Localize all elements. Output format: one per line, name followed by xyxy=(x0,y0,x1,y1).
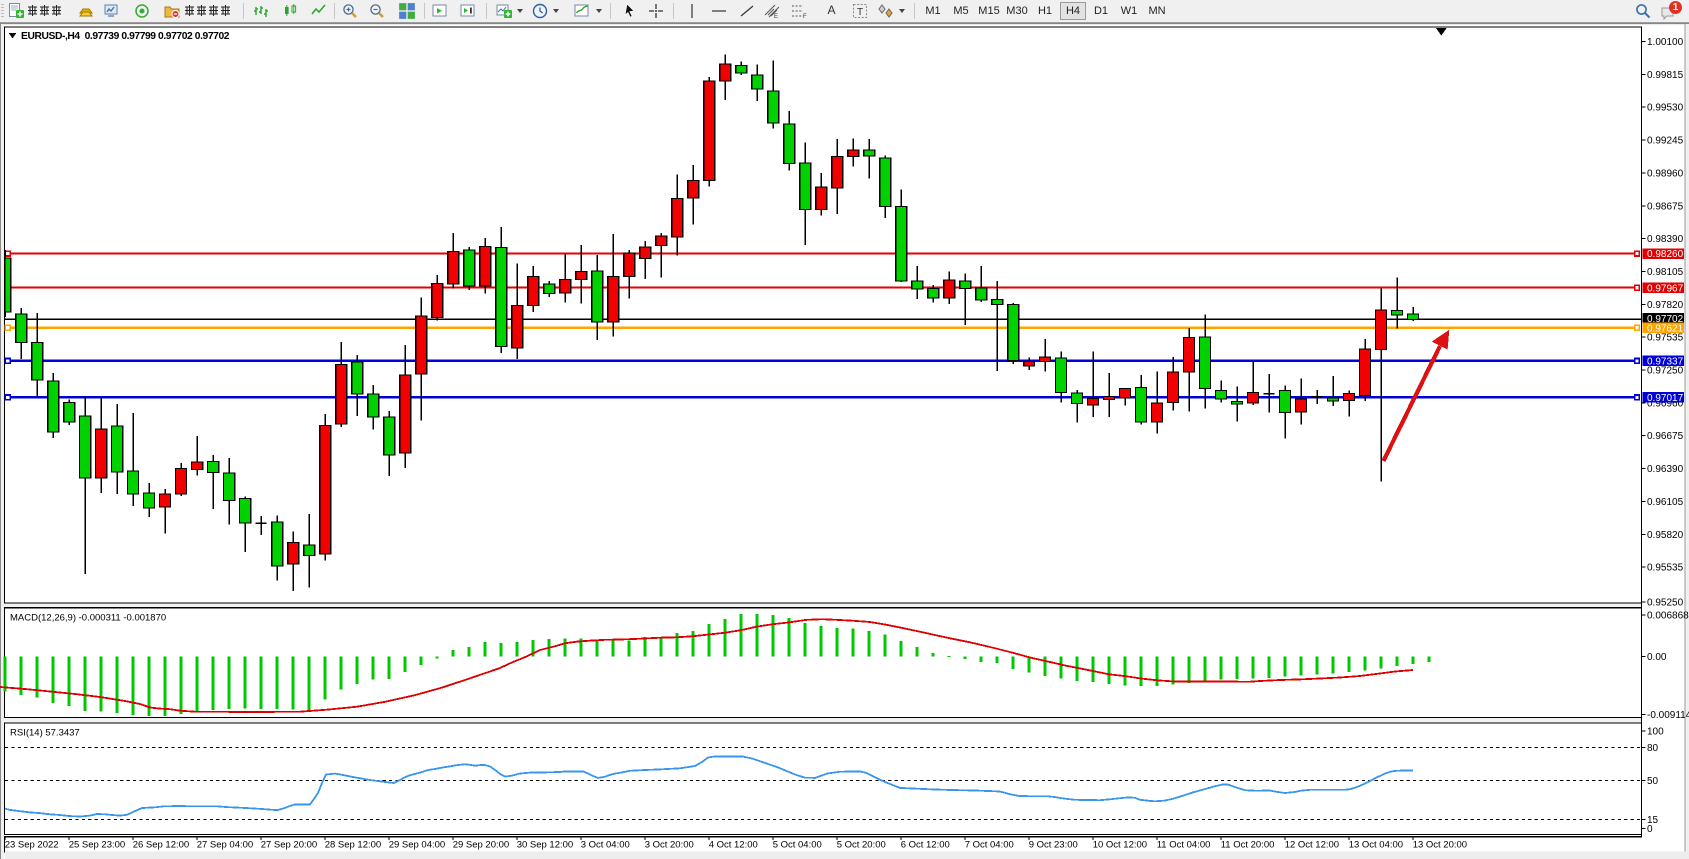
svg-text:5 Oct 20:00: 5 Oct 20:00 xyxy=(837,840,886,851)
svg-text:30 Sep 12:00: 30 Sep 12:00 xyxy=(517,840,574,851)
svg-text:11 Oct 04:00: 11 Oct 04:00 xyxy=(1157,840,1211,851)
svg-text:0.97535: 0.97535 xyxy=(1647,333,1684,344)
svg-text:0.98105: 0.98105 xyxy=(1647,267,1684,278)
svg-text:-0.009114: -0.009114 xyxy=(1647,710,1689,721)
svg-text:0.96390: 0.96390 xyxy=(1647,464,1684,475)
svg-text:3 Oct 04:00: 3 Oct 04:00 xyxy=(581,840,630,851)
svg-text:0.97017: 0.97017 xyxy=(1647,393,1684,404)
svg-text:MACD(12,26,9) -0.000311 -0.001: MACD(12,26,9) -0.000311 -0.001870 xyxy=(10,613,166,624)
svg-text:25 Sep 23:00: 25 Sep 23:00 xyxy=(69,840,126,851)
svg-text:11 Oct 20:00: 11 Oct 20:00 xyxy=(1221,840,1275,851)
svg-text:0.97621: 0.97621 xyxy=(1647,323,1684,334)
svg-text:0.95535: 0.95535 xyxy=(1647,563,1684,574)
svg-text:0.98260: 0.98260 xyxy=(1647,249,1684,260)
svg-text:26 Sep 12:00: 26 Sep 12:00 xyxy=(133,840,190,851)
svg-text:1.00100: 1.00100 xyxy=(1647,37,1684,48)
svg-text:0.95250: 0.95250 xyxy=(1647,597,1684,608)
svg-text:5 Oct 04:00: 5 Oct 04:00 xyxy=(773,840,822,851)
svg-text:0.97702: 0.97702 xyxy=(1647,314,1684,325)
svg-text:0.99815: 0.99815 xyxy=(1647,70,1684,81)
svg-text:0.96105: 0.96105 xyxy=(1647,497,1684,508)
svg-text:50: 50 xyxy=(1647,776,1659,787)
svg-text:13 Oct 20:00: 13 Oct 20:00 xyxy=(1413,840,1467,851)
svg-text:7 Oct 04:00: 7 Oct 04:00 xyxy=(965,840,1014,851)
svg-text:0.96675: 0.96675 xyxy=(1647,431,1684,442)
svg-text:28 Sep 12:00: 28 Sep 12:00 xyxy=(325,840,382,851)
svg-text:0.95820: 0.95820 xyxy=(1647,530,1684,541)
svg-text:29 Sep 04:00: 29 Sep 04:00 xyxy=(389,840,446,851)
svg-text:27 Sep 04:00: 27 Sep 04:00 xyxy=(197,840,254,851)
svg-text:80: 80 xyxy=(1647,743,1659,754)
svg-text:T: T xyxy=(857,7,863,18)
svg-text:0.98390: 0.98390 xyxy=(1647,234,1684,245)
svg-text:23 Sep 2022: 23 Sep 2022 xyxy=(5,840,59,851)
svg-text:0.97250: 0.97250 xyxy=(1647,366,1684,377)
svg-text:0.006868: 0.006868 xyxy=(1647,611,1689,622)
svg-text:10 Oct 12:00: 10 Oct 12:00 xyxy=(1093,840,1147,851)
svg-text:13 Oct 04:00: 13 Oct 04:00 xyxy=(1349,840,1403,851)
svg-text:0.00: 0.00 xyxy=(1647,652,1667,663)
svg-text:0.98960: 0.98960 xyxy=(1647,168,1684,179)
svg-text:0.96960: 0.96960 xyxy=(1647,398,1684,409)
svg-text:0.98675: 0.98675 xyxy=(1647,201,1684,212)
svg-text:0: 0 xyxy=(1647,824,1653,835)
svg-text:EURUSD-,H4 0.97739 0.97799 0.: EURUSD-,H4 0.97739 0.97799 0.97702 0.977… xyxy=(21,31,230,42)
svg-text:0.99530: 0.99530 xyxy=(1647,103,1684,114)
svg-text:9 Oct 23:00: 9 Oct 23:00 xyxy=(1029,840,1078,851)
svg-text:100: 100 xyxy=(1647,727,1664,738)
svg-text:15: 15 xyxy=(1647,815,1659,826)
svg-text:F: F xyxy=(803,14,807,19)
svg-text:E: E xyxy=(774,14,778,19)
svg-text:29 Sep 20:00: 29 Sep 20:00 xyxy=(453,840,510,851)
svg-text:3 Oct 20:00: 3 Oct 20:00 xyxy=(645,840,694,851)
svg-text:27 Sep 20:00: 27 Sep 20:00 xyxy=(261,840,318,851)
svg-text:0.97967: 0.97967 xyxy=(1647,283,1684,294)
svg-text:4 Oct 12:00: 4 Oct 12:00 xyxy=(709,840,758,851)
svg-text:12 Oct 12:00: 12 Oct 12:00 xyxy=(1285,840,1339,851)
svg-text:0.99245: 0.99245 xyxy=(1647,136,1684,147)
svg-text:0.97820: 0.97820 xyxy=(1647,300,1684,311)
svg-text:RSI(14) 57.3437: RSI(14) 57.3437 xyxy=(10,728,80,739)
svg-text:6 Oct 12:00: 6 Oct 12:00 xyxy=(901,840,950,851)
svg-text:0.97337: 0.97337 xyxy=(1647,357,1684,368)
